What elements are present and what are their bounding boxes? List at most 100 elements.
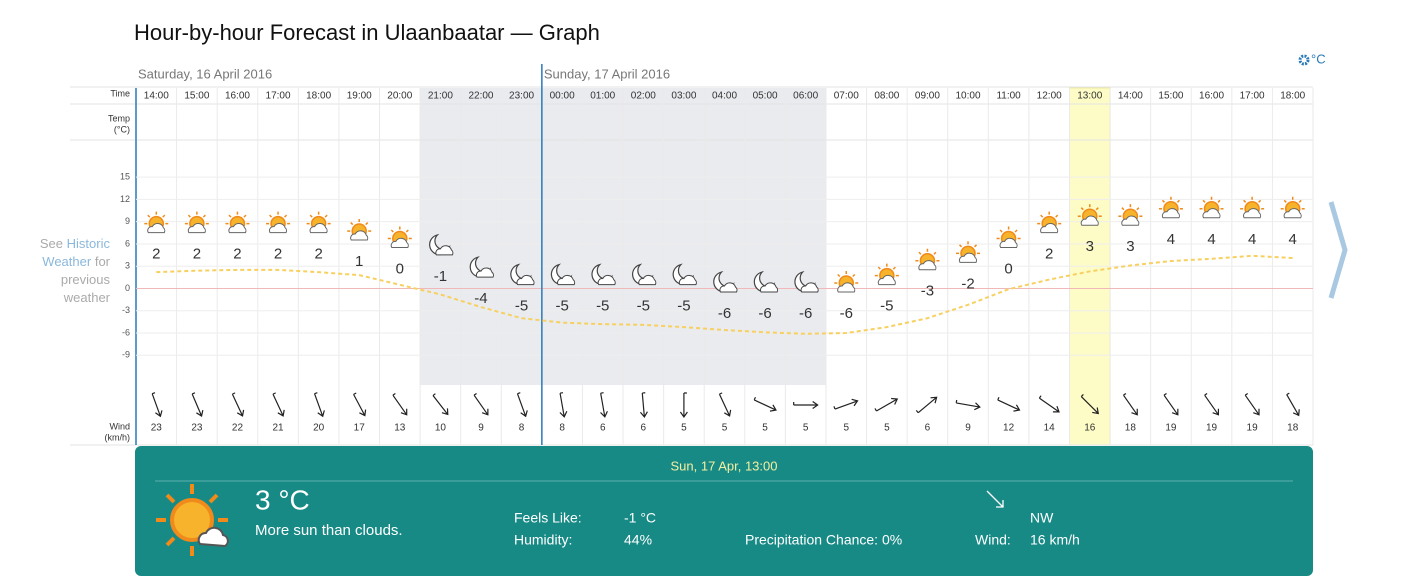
temp-label: 0 xyxy=(1004,260,1012,277)
time-label: 19:00 xyxy=(347,91,372,102)
time-label: 06:00 xyxy=(793,91,818,102)
time-label: 14:00 xyxy=(144,91,169,102)
night-shade xyxy=(582,88,624,385)
wind-arrow xyxy=(432,393,449,416)
wind-arrow xyxy=(679,392,688,419)
temp-label: 2 xyxy=(274,246,282,263)
weather-icon xyxy=(874,263,899,286)
weather-icon xyxy=(1280,196,1305,219)
detail-time: Sun, 17 Apr, 13:00 xyxy=(671,458,778,473)
temp-label: -5 xyxy=(596,298,609,315)
night-shade xyxy=(541,88,583,385)
wind-arrow xyxy=(559,392,568,418)
wind-speed: 19 xyxy=(1165,423,1177,434)
row-label: Wind xyxy=(109,421,130,431)
temp-label: -4 xyxy=(474,290,487,307)
sun-rays xyxy=(1118,204,1143,217)
weather-icon xyxy=(184,211,209,234)
weather-icon xyxy=(144,211,169,234)
cloud xyxy=(228,222,247,234)
history-link[interactable]: Historic Weather xyxy=(42,236,110,269)
sun-rays xyxy=(1280,196,1305,210)
sun-rays xyxy=(266,211,291,225)
sun-rays xyxy=(387,226,412,240)
temp-label: 4 xyxy=(1207,231,1215,248)
wind-speed: 14 xyxy=(1044,423,1056,434)
wind-arrow xyxy=(1244,392,1260,416)
wind-arrow xyxy=(516,392,528,418)
wind-arrow xyxy=(718,392,732,417)
sun-rays xyxy=(184,211,209,225)
weather-icon xyxy=(469,256,494,278)
detail-condition: More sun than clouds. xyxy=(255,522,403,539)
wind-speed: 9 xyxy=(965,423,971,434)
weather-icon xyxy=(1037,211,1062,234)
detail-wind-arrow xyxy=(986,490,1004,508)
arrow-shape xyxy=(432,393,449,416)
weather-icon xyxy=(1240,196,1265,219)
unit-label[interactable]: °C xyxy=(1311,51,1326,66)
wind-arrow xyxy=(955,399,981,411)
cloud xyxy=(350,230,369,241)
temp-label: 2 xyxy=(314,246,322,263)
cloud xyxy=(1161,208,1180,219)
wind-arrow xyxy=(793,401,819,409)
cloud xyxy=(760,282,779,293)
time-label: 02:00 xyxy=(631,91,656,102)
time-label: 17:00 xyxy=(1240,91,1265,102)
weather-icon xyxy=(632,263,657,286)
temp-label: 2 xyxy=(1045,246,1053,263)
wind-arrow xyxy=(151,392,163,418)
wind-speed: 6 xyxy=(600,423,606,434)
weather-icon xyxy=(834,271,859,293)
time-label: 20:00 xyxy=(387,91,412,102)
time-label: 00:00 xyxy=(550,91,575,102)
wind-speed: 23 xyxy=(191,423,203,434)
temp-label: -5 xyxy=(677,298,690,315)
time-label: 07:00 xyxy=(834,91,859,102)
wind-speed: 5 xyxy=(843,423,849,434)
weather-icon xyxy=(996,226,1021,248)
wind-speed: 8 xyxy=(519,423,525,434)
wind-speed: 12 xyxy=(1003,423,1015,434)
cloud xyxy=(800,282,819,293)
sun-rays xyxy=(347,219,372,232)
precipitation: Precipitation Chance: 0% xyxy=(745,532,902,548)
cloud xyxy=(1202,208,1221,219)
wind-arrow xyxy=(473,392,489,416)
arrow-shape xyxy=(955,399,981,411)
wind-arrow xyxy=(313,392,325,418)
wind-speed: 13 xyxy=(394,423,406,434)
sun-rays xyxy=(956,241,981,255)
cloud xyxy=(1040,222,1059,234)
wind-speed: 19 xyxy=(1247,423,1259,434)
y-tick-label: 15 xyxy=(120,171,130,181)
night-shade xyxy=(744,88,786,385)
page-title: Hour-by-hour Forecast in Ulaanbaatar — G… xyxy=(134,20,600,45)
wind-arrow xyxy=(1038,395,1060,413)
weather-icon xyxy=(306,211,331,234)
cloud xyxy=(435,245,454,256)
arrow-shape xyxy=(516,392,528,418)
weather-icon xyxy=(591,263,616,286)
feels-like-value: -1 °C xyxy=(624,510,656,526)
time-label: 08:00 xyxy=(874,91,899,102)
temp-label: -1 xyxy=(434,268,447,285)
cloud xyxy=(1243,208,1262,219)
humidity-label: Humidity: xyxy=(514,532,572,548)
wind-arrow xyxy=(353,392,367,417)
arrow-shape xyxy=(915,396,938,414)
temp-label: 2 xyxy=(152,246,160,263)
arrow-shape xyxy=(639,392,648,418)
arrow-shape xyxy=(793,401,819,409)
arrow-shape xyxy=(1204,392,1220,416)
wind-arrow xyxy=(1163,392,1179,416)
next-arrow[interactable] xyxy=(1328,201,1348,299)
time-label: 17:00 xyxy=(266,91,291,102)
unit-setting[interactable]: °C xyxy=(1298,51,1326,66)
temp-label: -3 xyxy=(921,283,934,300)
temp-label: -2 xyxy=(961,275,974,292)
cloud xyxy=(187,222,206,234)
wind-arrow xyxy=(639,392,648,418)
